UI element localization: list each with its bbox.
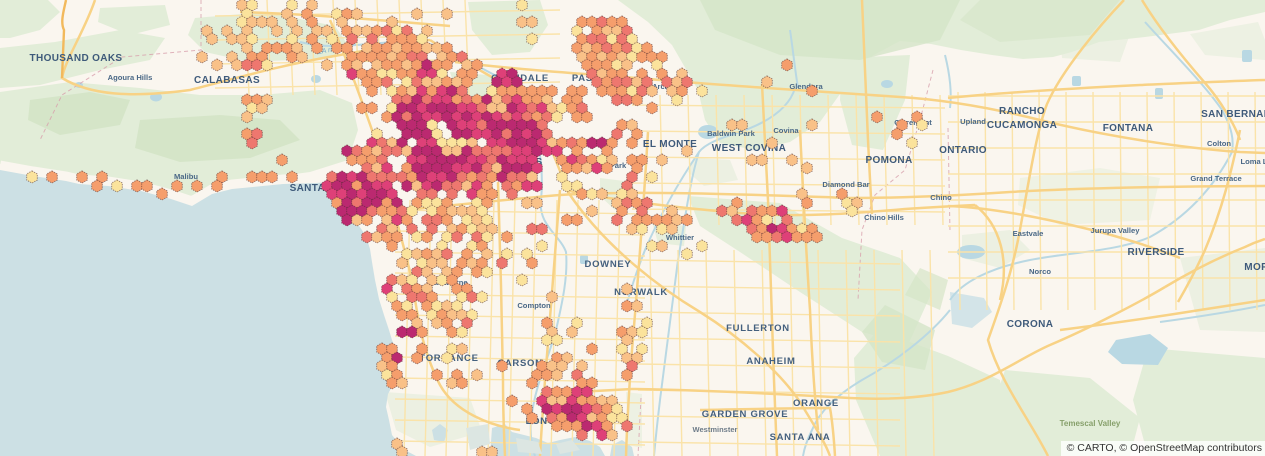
svg-text:ANAHEIM: ANAHEIM — [746, 356, 795, 367]
svg-text:Malibu: Malibu — [174, 172, 198, 181]
svg-text:SANTA ANA: SANTA ANA — [770, 432, 831, 443]
svg-text:Baldwin Park: Baldwin Park — [707, 129, 755, 138]
svg-text:CORONA: CORONA — [1007, 319, 1054, 330]
svg-text:Loma Li: Loma Li — [1240, 157, 1265, 166]
svg-text:Norco: Norco — [1029, 267, 1051, 276]
svg-text:SAN BERNARD: SAN BERNARD — [1201, 109, 1265, 120]
svg-text:Jurupa Valley: Jurupa Valley — [1091, 226, 1141, 235]
svg-text:RANCHO: RANCHO — [999, 106, 1045, 117]
svg-text:FULLERTON: FULLERTON — [726, 323, 790, 334]
svg-text:NORWALK: NORWALK — [614, 287, 668, 298]
svg-text:POMONA: POMONA — [865, 155, 912, 166]
svg-text:MORE: MORE — [1244, 262, 1265, 273]
svg-text:Temescal Valley: Temescal Valley — [1060, 419, 1121, 428]
svg-text:LA river: LA river — [317, 45, 342, 56]
svg-text:THOUSAND OAKS: THOUSAND OAKS — [30, 53, 123, 64]
svg-text:Compton: Compton — [517, 301, 551, 310]
svg-text:Grand Terrace: Grand Terrace — [1190, 174, 1241, 183]
svg-text:CALABASAS: CALABASAS — [194, 75, 260, 86]
svg-text:Glendora: Glendora — [789, 82, 823, 91]
svg-text:CARSON: CARSON — [497, 358, 542, 369]
svg-text:Whittier: Whittier — [666, 233, 694, 242]
svg-text:FONTANA: FONTANA — [1103, 123, 1154, 134]
svg-text:RIVERSIDE: RIVERSIDE — [1127, 247, 1184, 258]
svg-text:Chino: Chino — [930, 193, 952, 202]
svg-text:WEST COVINA: WEST COVINA — [712, 143, 786, 154]
svg-text:CUCAMONGA: CUCAMONGA — [987, 120, 1057, 131]
svg-text:ORANGE: ORANGE — [793, 398, 839, 409]
svg-text:Upland: Upland — [960, 117, 986, 126]
svg-text:Agoura Hills: Agoura Hills — [108, 73, 153, 82]
svg-text:Chino Hills: Chino Hills — [864, 213, 904, 222]
svg-text:Westminster: Westminster — [693, 425, 738, 434]
svg-text:Diamond Bar: Diamond Bar — [822, 180, 869, 189]
svg-text:Covina: Covina — [773, 126, 799, 135]
svg-text:Claremont: Claremont — [894, 118, 932, 127]
svg-text:EL MONTE: EL MONTE — [643, 139, 697, 150]
svg-text:DOWNEY: DOWNEY — [585, 259, 632, 270]
svg-text:Eastvale: Eastvale — [1013, 229, 1044, 238]
svg-text:Colton: Colton — [1207, 139, 1231, 148]
svg-text:ONTARIO: ONTARIO — [939, 145, 987, 156]
svg-text:GARDEN GROVE: GARDEN GROVE — [702, 409, 789, 420]
